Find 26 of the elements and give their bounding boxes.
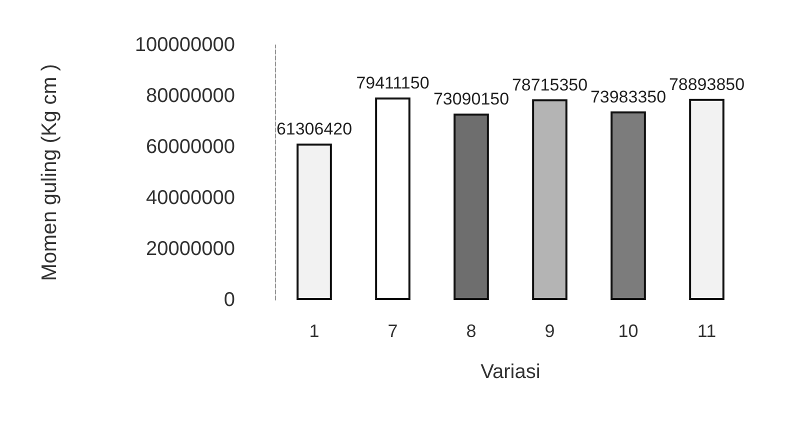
y-tick-label: 40000000 <box>146 187 235 209</box>
x-tick-label: 10 <box>618 321 638 341</box>
y-tick-label: 100000000 <box>134 34 235 56</box>
data-label: 73090150 <box>433 90 510 109</box>
bar <box>296 144 332 300</box>
x-tick-label: 11 <box>697 321 716 341</box>
data-label: 61306420 <box>276 120 352 139</box>
x-axis-title: Variasi <box>480 361 540 383</box>
y-tick-label: 80000000 <box>146 85 235 107</box>
data-label: 73983350 <box>590 87 666 106</box>
bar <box>454 114 489 300</box>
data-label: 78715350 <box>512 75 588 94</box>
data-label: 78893850 <box>668 74 745 94</box>
bar <box>375 98 410 300</box>
x-tick-label: 1 <box>309 321 320 341</box>
x-tick-label: 9 <box>544 321 555 341</box>
bar <box>610 111 646 300</box>
y-tick-label: 20000000 <box>146 238 235 260</box>
x-tick-label: 8 <box>466 321 476 341</box>
data-label: 79411150 <box>356 74 430 92</box>
y-tick-label: 0 <box>224 289 235 311</box>
x-tick-label: 7 <box>388 321 398 341</box>
bar <box>532 99 568 300</box>
y-tick-label: 60000000 <box>146 136 235 158</box>
bar <box>689 98 724 300</box>
y-axis-title: Momen guling (Kg cm ) <box>38 64 61 282</box>
